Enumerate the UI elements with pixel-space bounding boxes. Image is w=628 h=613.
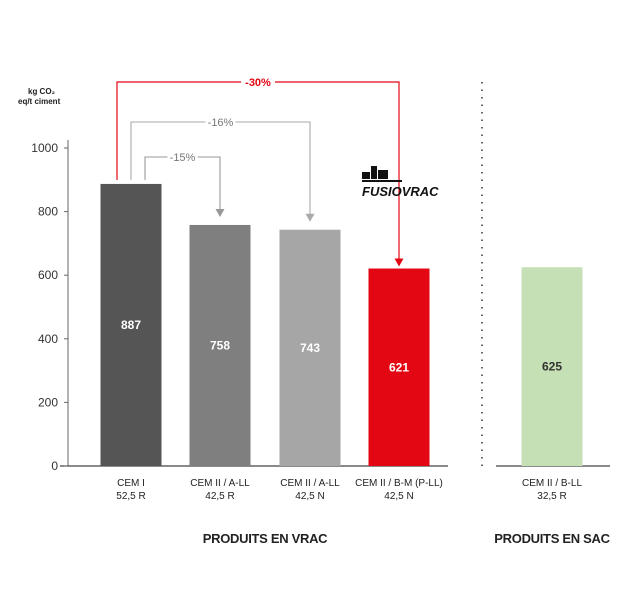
category-label-line1: CEM II / B-LL (522, 478, 582, 489)
logo-mark-base (362, 180, 402, 182)
y-tick-label: 200 (38, 395, 58, 409)
annotation-label-bg (167, 150, 198, 164)
bar-value-label: 621 (389, 360, 409, 374)
annotation-bracket: -15% (144, 150, 225, 217)
annotation-label-bg (205, 115, 236, 129)
bar (521, 267, 583, 466)
reduction-annotations: -30% -16% -15% (116, 75, 404, 267)
y-tick-label: 400 (38, 332, 58, 346)
group-labels: PRODUITS EN VRAC PRODUITS EN SAC (203, 531, 611, 546)
category-label-line2: 32,5 R (537, 491, 566, 502)
annotation-label: -30% (245, 77, 271, 89)
category-label-line2: 42,5 N (384, 491, 413, 502)
category-label-line2: 42,5 R (205, 491, 234, 502)
bar-value-label: 743 (300, 341, 320, 355)
bar-value-label: 625 (542, 360, 562, 374)
y-tick-label: 600 (38, 268, 58, 282)
arrow-head (215, 208, 225, 217)
annotation-label-bg (241, 75, 275, 89)
y-tick-label: 1000 (31, 141, 58, 155)
category-label-line2: 42,5 N (295, 491, 324, 502)
category-label-line1: CEM II / B-M (P-LL) (355, 478, 443, 489)
y-tick-label: 0 (51, 459, 58, 473)
annotation-bracket: -16% (130, 115, 315, 222)
y-axis-label-line1: kg CO₂ (28, 87, 56, 96)
arrow-head (305, 213, 315, 222)
logo-mark-mid (371, 166, 377, 179)
annotation-label: -15% (170, 152, 196, 164)
logo-mark-right (378, 170, 388, 179)
bar-value-label: 887 (121, 318, 141, 332)
bar (279, 229, 341, 466)
group-label: PRODUITS EN SAC (494, 531, 610, 546)
logo-text: FUSIOVRAC (362, 184, 439, 199)
arrow-head (394, 258, 404, 267)
bars: 887 758 743 621 625 (100, 183, 583, 466)
bar (189, 224, 251, 466)
fusiovrac-logo: FUSIOVRAC (362, 166, 439, 199)
logo-mark-left (362, 172, 370, 179)
y-tick-label: 800 (38, 205, 58, 219)
bar (100, 183, 162, 466)
category-label-line1: CEM I (117, 478, 145, 489)
category-label-line1: CEM II / A-LL (280, 478, 340, 489)
bar-value-label: 758 (210, 338, 230, 352)
y-axis-label-line2: eq/t ciment (18, 97, 61, 106)
category-label-line2: 52,5 R (116, 491, 145, 502)
group-label: PRODUITS EN VRAC (203, 531, 328, 546)
category-label-line1: CEM II / A-LL (190, 478, 250, 489)
annotation-bracket: -30% (116, 75, 404, 267)
annotation-label: -16% (208, 117, 234, 129)
bar (368, 268, 430, 466)
category-labels: CEM I 52,5 R CEM II / A-LL 42,5 R CEM II / A… (116, 478, 582, 502)
